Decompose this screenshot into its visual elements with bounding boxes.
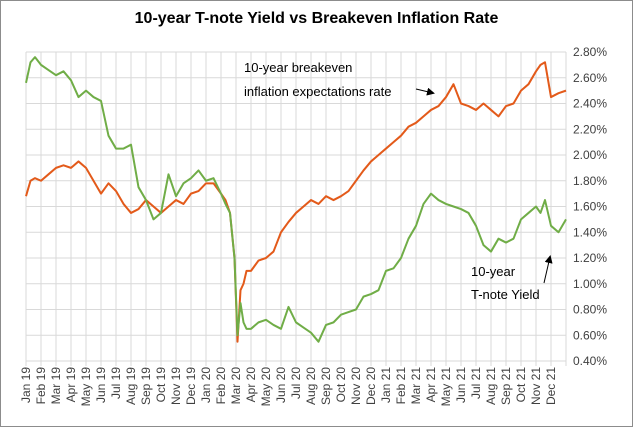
x-tick-label: Feb 20 [214, 367, 228, 405]
x-tick-label: Jan 20 [199, 367, 213, 403]
x-tick-label: Jun 20 [274, 367, 288, 403]
yield-series-line [25, 56, 567, 343]
x-tick-label: Nov 20 [349, 367, 363, 405]
x-tick-label: Jul 21 [469, 367, 483, 399]
x-tick-label: Apr 21 [424, 367, 438, 403]
x-tick-label: Apr 20 [244, 367, 258, 403]
x-tick-label: Nov 21 [529, 367, 543, 405]
x-tick-label: Sep 21 [499, 367, 513, 405]
y-tick-label: 1.80% [573, 174, 607, 188]
x-tick-label: Mar 19 [49, 367, 63, 405]
x-axis-ticks: Jan 19 Feb 19 Mar 19 Apr 19 May 19 Jun 19 Jul … [19, 367, 558, 407]
y-tick-label: 0.40% [573, 354, 607, 368]
x-tick-label: Aug 20 [304, 367, 318, 405]
y-tick-label: 2.60% [573, 71, 607, 85]
yield-arrow [543, 255, 553, 284]
breakeven-arrow [415, 87, 435, 96]
x-tick-label: Mar 21 [409, 367, 423, 405]
x-tick-label: Jun 21 [454, 367, 468, 403]
breakeven-series-line [25, 61, 567, 343]
y-tick-label: 2.80% [573, 45, 607, 59]
x-tick-label: Jan 21 [379, 367, 393, 403]
x-tick-label: May 20 [259, 367, 273, 407]
x-tick-label: Sep 20 [319, 367, 333, 405]
annotation-text: 10-year [471, 264, 516, 279]
x-tick-label: May 19 [79, 367, 93, 407]
annotation-text: inflation expectations rate [244, 84, 391, 99]
y-axis-ticks: 0.40% 0.60% 0.80% 1.00% 1.20% 1.40% 1.60% 1.80%… [573, 45, 607, 368]
annotation-text: 10-year breakeven [244, 60, 352, 75]
x-tick-label: Jul 20 [289, 367, 303, 399]
x-tick-label: Aug 21 [484, 367, 498, 405]
x-tick-label: Jan 19 [19, 367, 33, 403]
y-tick-label: 1.20% [573, 251, 607, 265]
x-tick-label: Nov 19 [169, 367, 183, 405]
x-tick-label: Oct 21 [514, 367, 528, 403]
y-tick-label: 2.40% [573, 97, 607, 111]
x-tick-label: Dec 20 [364, 367, 378, 405]
y-tick-label: 0.80% [573, 303, 607, 317]
x-tick-label: Apr 19 [64, 367, 78, 403]
x-tick-label: Dec 21 [544, 367, 558, 405]
annotation-text: T-note Yield [471, 287, 540, 302]
x-tick-label: Feb 19 [34, 367, 48, 405]
y-tick-label: 0.60% [573, 328, 607, 342]
series-lines [25, 56, 567, 343]
gridlines [25, 51, 567, 366]
x-tick-label: Jul 19 [109, 367, 123, 399]
y-tick-label: 2.00% [573, 148, 607, 162]
x-tick-label: Oct 19 [154, 367, 168, 403]
chart-title: 10-year T-note Yield vs Breakeven Inflat… [134, 10, 499, 27]
y-tick-label: 1.00% [573, 277, 607, 291]
y-tick-label: 1.60% [573, 200, 607, 214]
x-tick-label: Mar 20 [229, 367, 243, 405]
x-tick-label: Jun 19 [94, 367, 108, 403]
x-tick-label: Aug 19 [124, 367, 138, 405]
x-tick-label: Oct 20 [334, 367, 348, 403]
y-tick-label: 1.40% [573, 225, 607, 239]
x-tick-label: Sep 19 [139, 367, 153, 405]
x-tick-label: May 21 [439, 367, 453, 407]
x-tick-label: Feb 21 [394, 367, 408, 405]
x-tick-label: Dec 19 [184, 367, 198, 405]
annotations: 10-year breakeven inflation expectations … [244, 60, 553, 302]
y-tick-label: 2.20% [573, 122, 607, 136]
